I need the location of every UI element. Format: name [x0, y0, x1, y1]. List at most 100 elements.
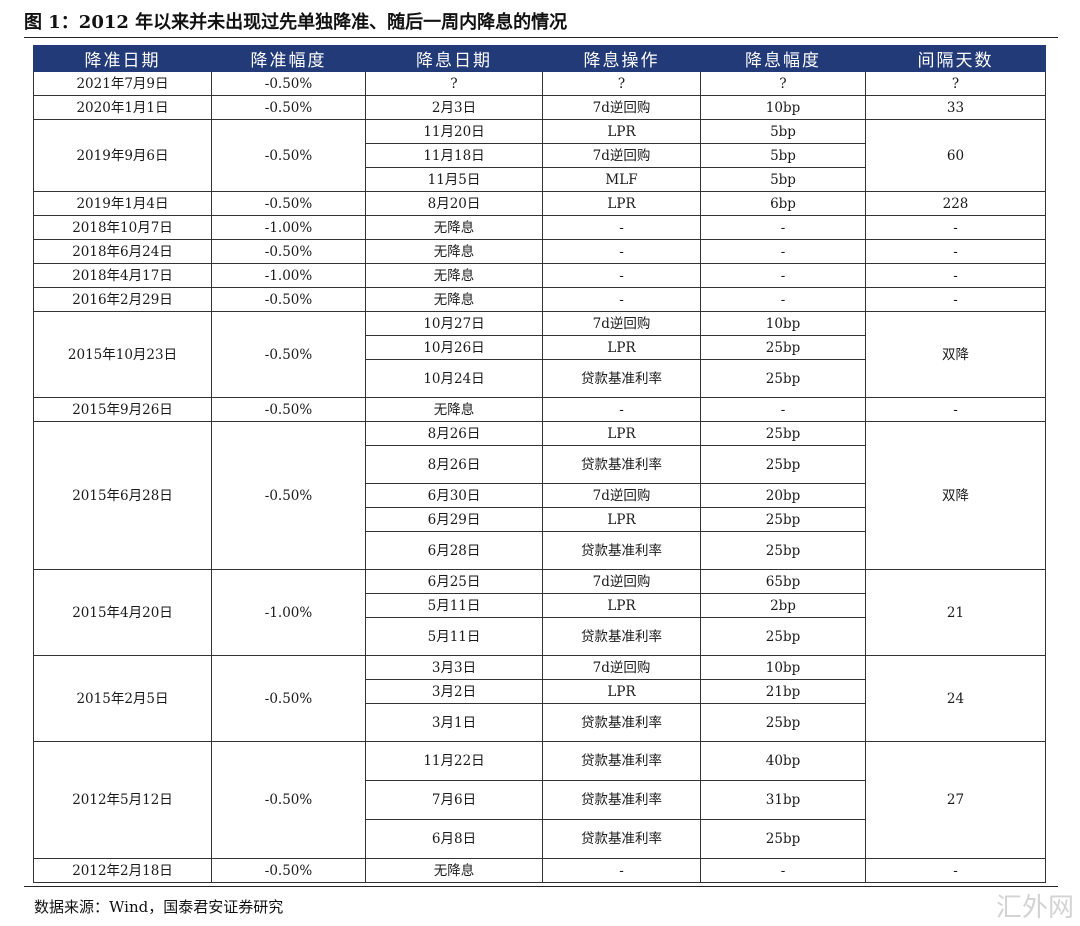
rrr-cut-size-cell: -0.50% [211, 741, 366, 859]
rate-cut-tool-cell: LPR [542, 507, 701, 532]
rate-cut-tool-cell: MLF [542, 167, 701, 192]
rrr-cut-size-cell: -1.00% [211, 263, 366, 288]
rrr-cut-size-cell: -0.50% [211, 239, 366, 264]
table-row: 2019年1月4日 -0.50% 8月20日 LPR 6bp 228 [33, 191, 1046, 216]
rate-cut-tool-cell: 7d逆回购 [542, 483, 701, 508]
rate-cut-tool-cell: 7d逆回购 [542, 95, 701, 120]
interval-days-cell: ? [865, 71, 1046, 96]
title-divider [24, 37, 1058, 38]
rate-cut-tool-cell: 7d逆回购 [542, 569, 701, 594]
rrr-cut-date-cell: 2018年4月17日 [33, 263, 212, 288]
interval-days-cell: 33 [865, 95, 1046, 120]
header-rrr-cut-size: 降准幅度 [211, 45, 366, 72]
rate-cut-size-cell: - [700, 858, 866, 883]
rrr-cut-date-cell: 2015年4月20日 [33, 569, 212, 656]
rate-cut-size-cell: 31bp [700, 780, 866, 820]
table-row: 10月26日 LPR 25bp [34, 335, 1046, 360]
rate-cut-date-cell: 5月11日 [365, 617, 543, 656]
table-row: 6月28日 贷款基准利率 25bp [34, 531, 1046, 570]
rate-cut-date-cell: 6月8日 [365, 819, 543, 859]
rate-cut-tool-cell: - [542, 397, 701, 422]
table-row: 2019年9月6日 -0.50% 11月20日 LPR 5bp 60 [33, 119, 1046, 192]
rate-cut-size-cell: 65bp [700, 569, 866, 594]
rate-cut-tool-cell: 贷款基准利率 [542, 617, 701, 656]
table-row: 2018年10月7日 -1.00% 无降息 - - - [33, 215, 1046, 240]
table-row: 10月24日 贷款基准利率 25bp [34, 359, 1046, 398]
rrr-cut-size-cell: -0.50% [211, 397, 366, 422]
rrr-cut-size-cell: -0.50% [211, 95, 366, 120]
rate-cut-date-cell: 2月3日 [365, 95, 543, 120]
rate-cut-date-cell: 11月20日 [365, 119, 543, 144]
rate-cut-tool-cell: 贷款基准利率 [542, 703, 701, 742]
rate-cut-tool-cell: LPR [542, 119, 701, 144]
header-rate-cut-size: 降息幅度 [700, 45, 866, 72]
rate-cut-size-cell: 25bp [700, 445, 866, 484]
rate-cut-size-cell: - [700, 287, 866, 312]
rate-cut-size-cell: 10bp [700, 311, 866, 336]
interval-days-cell: 60 [865, 119, 1046, 192]
rate-cut-tool-cell: LPR [542, 421, 701, 446]
rate-cut-date-cell: 8月20日 [365, 191, 543, 216]
rrr-cut-size-cell: -0.50% [211, 655, 366, 742]
table-row: 11月5日 MLF 5bp [34, 167, 1046, 192]
interval-days-cell: - [865, 215, 1046, 240]
interval-days-cell: - [865, 397, 1046, 422]
rate-cut-date-cell: 7月6日 [365, 780, 543, 820]
rate-cut-date-cell: 无降息 [365, 397, 543, 422]
rate-cut-tool-cell: - [542, 263, 701, 288]
header-rate-cut-date: 降息日期 [365, 45, 543, 72]
rate-cut-date-cell: 3月2日 [365, 679, 543, 704]
header-rate-cut-tool: 降息操作 [542, 45, 701, 72]
table-row: 11月18日 7d逆回购 5bp [34, 143, 1046, 168]
rrr-cut-size-cell: -1.00% [211, 569, 366, 656]
table-row: 2018年6月24日 -0.50% 无降息 - - - [33, 239, 1046, 264]
rate-cut-size-cell: 25bp [700, 703, 866, 742]
rrr-cut-date-cell: 2015年6月28日 [33, 421, 212, 570]
table-row: 2016年2月29日 -0.50% 无降息 - - - [33, 287, 1046, 312]
rate-cut-tool-cell: 贷款基准利率 [542, 445, 701, 484]
rrr-cut-date-cell: 2018年6月24日 [33, 239, 212, 264]
table-row: 2012年2月18日 -0.50% 无降息 - - - [33, 858, 1046, 883]
interval-days-cell: 24 [865, 655, 1046, 742]
rate-cut-date-cell: 11月18日 [365, 143, 543, 168]
rate-cut-size-cell: 10bp [700, 655, 866, 680]
table-row: 2015年4月20日 -1.00% 6月25日 7d逆回购 65bp 21 [33, 569, 1046, 656]
rate-cut-size-cell: - [700, 239, 866, 264]
rate-cut-tool-cell: 贷款基准利率 [542, 819, 701, 859]
rate-cut-tool-cell: - [542, 858, 701, 883]
rate-cut-tool-cell: LPR [542, 335, 701, 360]
interval-days-cell: - [865, 287, 1046, 312]
rate-cut-size-cell: 25bp [700, 531, 866, 570]
rate-cut-size-cell: 5bp [700, 119, 866, 144]
table-row: 2018年4月17日 -1.00% 无降息 - - - [33, 263, 1046, 288]
rrr-cut-size-cell: -0.50% [211, 191, 366, 216]
rate-cut-tool-cell: 7d逆回购 [542, 143, 701, 168]
rate-cut-date-cell: 无降息 [365, 263, 543, 288]
table-row: 2021年7月9日 -0.50%???? [33, 71, 1046, 96]
rrr-cut-size-cell: -0.50% [211, 71, 366, 96]
rate-cut-date-cell: 11月22日 [365, 741, 543, 781]
rrr-cut-date-cell: 2018年10月7日 [33, 215, 212, 240]
rate-cut-date-cell: 6月30日 [365, 483, 543, 508]
rrr-cut-date-cell: 2015年10月23日 [33, 311, 212, 398]
header-interval-days: 间隔天数 [865, 45, 1046, 72]
rate-cut-size-cell: 25bp [700, 819, 866, 859]
table-row: 8月26日 贷款基准利率 25bp [34, 445, 1046, 484]
rate-cut-date-cell: 无降息 [365, 858, 543, 883]
rate-cut-size-cell: 40bp [700, 741, 866, 781]
bottom-divider [24, 886, 1058, 887]
rate-cut-size-cell: 5bp [700, 143, 866, 168]
rate-cut-tool-cell: 7d逆回购 [542, 655, 701, 680]
rate-cut-date-cell: 8月26日 [365, 445, 543, 484]
rate-cut-date-cell: 5月11日 [365, 593, 543, 618]
rrr-cut-date-cell: 2012年2月18日 [33, 858, 212, 883]
watermark-logo: 汇外网 [995, 893, 1074, 923]
rate-cut-tool-cell: 贷款基准利率 [542, 359, 701, 398]
rate-cut-size-cell: 21bp [700, 679, 866, 704]
interval-days-cell: 双降 [865, 421, 1046, 570]
rrr-cut-date-cell: 2016年2月29日 [33, 287, 212, 312]
rate-cut-date-cell: 10月26日 [365, 335, 543, 360]
header-rrr-cut-date: 降准日期 [33, 45, 212, 72]
rate-cut-date-cell: 3月1日 [365, 703, 543, 742]
table-row: 3月2日 LPR 21bp [34, 679, 1046, 704]
